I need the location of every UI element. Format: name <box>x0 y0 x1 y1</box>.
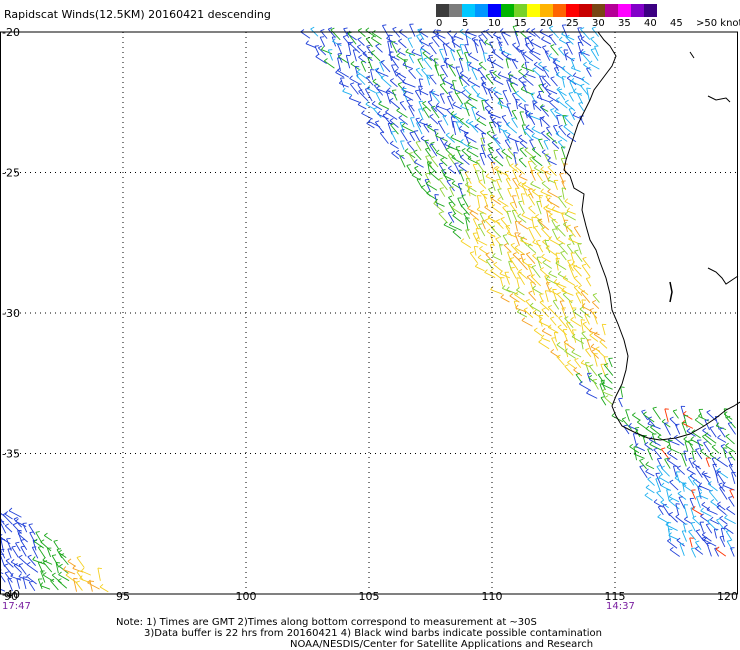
lon-tick-label: 100 <box>236 590 257 603</box>
legend-swatch <box>605 4 618 17</box>
legend-label: 30 <box>592 18 605 29</box>
lat-tick-label: -35 <box>2 448 20 461</box>
legend-swatch <box>566 4 579 17</box>
wind-barbs <box>0 23 737 593</box>
map-title: Rapidscat Winds(12.5KM) 20160421 descend… <box>4 8 271 21</box>
lon-tick-label: 90 <box>4 590 18 603</box>
wind-speed-legend: 0 5 10 15 20 25 30 35 40 45 >50 knots <box>436 4 740 29</box>
legend-swatch <box>644 4 657 17</box>
legend-label: 40 <box>644 18 657 29</box>
legend-label: 5 <box>462 18 469 29</box>
island-coastline <box>669 281 673 303</box>
lon-tick-label: 95 <box>116 590 130 603</box>
legend-label: 35 <box>618 18 631 29</box>
note-line-1: Note: 1) Times are GMT 2)Times along bot… <box>116 617 537 628</box>
legend-color-bar <box>436 4 657 17</box>
legend-swatch <box>436 4 449 17</box>
coastline <box>563 31 740 441</box>
legend-swatch <box>579 4 592 17</box>
legend-label: 45 <box>670 18 683 29</box>
legend-label: 25 <box>566 18 579 29</box>
legend-label: 20 <box>540 18 553 29</box>
legend-swatch <box>449 4 462 17</box>
lon-tick-label: 120 <box>717 590 738 603</box>
legend-swatch <box>501 4 514 17</box>
legend-swatch <box>553 4 566 17</box>
legend-swatch <box>631 4 644 17</box>
lat-tick-label: -30 <box>2 307 20 320</box>
legend-swatch <box>618 4 631 17</box>
island-coastline <box>707 95 731 103</box>
note-line-3: NOAA/NESDIS/Center for Satellite Applica… <box>290 639 594 650</box>
lon-tick-label: 110 <box>482 590 503 603</box>
legend-label: 15 <box>514 18 527 29</box>
left-pass-time: 17:47 <box>2 601 31 612</box>
lat-tick-label: -20 <box>2 26 20 39</box>
right-pass-time: 14:37 <box>606 601 635 612</box>
island-coastline <box>689 51 695 59</box>
legend-swatch <box>488 4 501 17</box>
lat-lon-grid <box>0 31 738 595</box>
lon-tick-label: 115 <box>605 590 626 603</box>
legend-swatch <box>462 4 475 17</box>
legend-swatch <box>475 4 488 17</box>
legend-swatch <box>540 4 553 17</box>
legend-label: 0 <box>436 18 443 29</box>
island-coastline <box>707 267 739 285</box>
africa-coastline <box>563 31 740 441</box>
legend-labels: 0 5 10 15 20 25 30 35 40 45 >50 knots <box>436 17 740 29</box>
legend-swatch <box>527 4 540 17</box>
legend-swatch <box>514 4 527 17</box>
lat-tick-label: -40 <box>2 588 20 601</box>
note-line-2: 3)Data buffer is 22 hrs from 20160421 4)… <box>144 628 602 639</box>
lat-tick-label: -25 <box>2 167 20 180</box>
legend-swatch <box>592 4 605 17</box>
legend-label: 10 <box>488 18 501 29</box>
legend-label: >50 knots <box>696 18 740 29</box>
lon-tick-label: 105 <box>359 590 380 603</box>
